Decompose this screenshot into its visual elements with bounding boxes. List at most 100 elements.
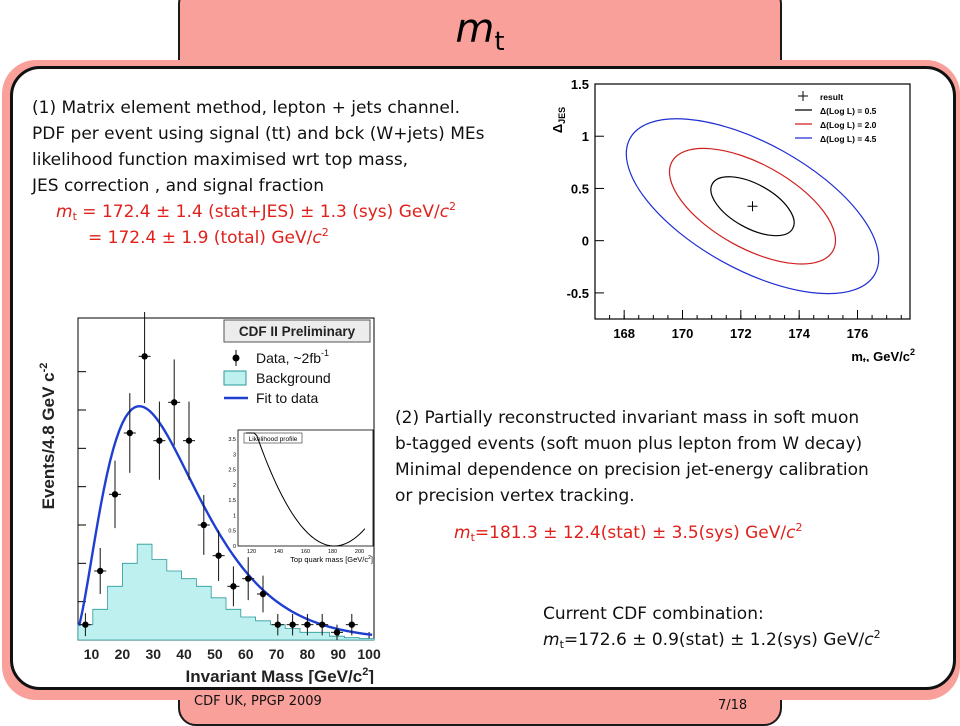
hist-xlabel-sup: 2 (362, 666, 368, 678)
hist-ylabel-sup: -2 (38, 363, 50, 373)
hist-data-point (171, 399, 178, 406)
contour-ylabel-delta: Δ (550, 124, 565, 133)
hist-xtick-label: 20 (115, 646, 131, 662)
hist-background (77, 543, 375, 641)
contour-result-marker (747, 201, 758, 212)
contour-xtick-label: 168 (613, 326, 635, 341)
inset-xlabel-end: ] (371, 555, 373, 564)
hist-xlabel-end: ] (368, 667, 374, 684)
combination-label: Current CDF combination: (543, 604, 764, 624)
contour-ylabel: ΔJES (550, 107, 567, 133)
hist-xtick-label: 80 (300, 646, 316, 662)
method2-line1: (2) Partially reconstructed invariant ma… (395, 408, 860, 428)
contour-xlabel-sub: t (863, 356, 866, 362)
hist-data-point (82, 621, 89, 628)
method2-line3: Minimal dependence on precision jet-ener… (395, 460, 869, 480)
inset-likelihood-curve (246, 432, 366, 547)
contour-ytick-label: 1 (582, 129, 589, 144)
hist-xlabel: Invariant Mass [GeV/c2] (186, 666, 374, 684)
hist-data-point (304, 621, 311, 628)
hist-data-point (141, 353, 148, 360)
method1-line3: likelihood function maximised wrt top ma… (32, 150, 409, 170)
inset-ytick-label: 2.5 (228, 468, 236, 474)
contour-ylabel-sub: JES (557, 107, 567, 124)
hist-legend-background: Background (256, 370, 331, 386)
footer-left: CDF UK, PPGP 2009 (194, 694, 322, 709)
inset-title-box (243, 432, 303, 444)
hist-xtick-label: 100 (357, 646, 381, 662)
contour-ellipse-20 (668, 147, 837, 265)
contour-xtick-label: 170 (672, 326, 694, 341)
inset-ytick-label: 1.5 (228, 498, 236, 504)
hist-data-point (185, 437, 193, 444)
hist-legend-data-text: Data, ~2fb (256, 350, 321, 366)
hist-data-point (319, 621, 326, 628)
contour-plot: 168 170 172 174 176 1.5 1 0.5 0 -0.5 mt, GeV/c2 ΔJE… (550, 77, 915, 362)
method1-line1: (1) Matrix element method, lepton + jets… (32, 98, 461, 118)
contour-xtick-label: 172 (730, 326, 752, 341)
contour-xlabel-unit: , GeV/c (866, 349, 910, 362)
inset-ytick-label: 2 (233, 483, 236, 489)
hist-data-point (348, 621, 355, 628)
contour-legend-entry-3: Δ(Log L) = 4.5 (820, 134, 877, 144)
method1-result1: mt = 172.4 ± 1.4 (stat+JES) ± 1.3 (sys) … (56, 200, 457, 223)
inset-xlabel-sup: 2 (368, 555, 371, 561)
footer-page-number: 7/18 (718, 698, 748, 713)
contour-ytick-label: -0.5 (567, 286, 589, 301)
hist-data-point (259, 590, 267, 598)
inset-title: Likelihood profile (249, 436, 298, 443)
method2-line2: b-tagged events (soft muon plus lepton f… (395, 434, 863, 454)
combination-result: mt=172.6 ± 0.9(stat) ± 1.2(sys) GeV/c2 (543, 628, 881, 651)
hist-data-point (215, 552, 222, 559)
hist-xtick-label: 50 (207, 646, 223, 662)
inset-xtick-label: 160 (301, 549, 310, 555)
hist-data-point (97, 567, 104, 575)
contour-xtick-label: 176 (847, 326, 869, 341)
hist-xtick-label: 70 (269, 646, 285, 662)
inset-xtick-label: 120 (247, 549, 256, 555)
hist-badge-text: CDF II Preliminary (239, 324, 356, 339)
inset-ytick-label: 3.5 (228, 437, 236, 443)
inset-xlabel: Top quark mass [GeV/c2] (290, 555, 373, 564)
inset-ytick-label: 0 (233, 544, 236, 550)
hist-ylabel-main: Events/4.8 GeV c (39, 372, 58, 509)
hist-legend-background-icon (223, 370, 247, 386)
hist-data-point (156, 437, 163, 444)
inset-xtick-label: 200 (355, 549, 364, 555)
hist-data-point (333, 629, 341, 636)
hist-xlabel-main: Invariant Mass [GeV/c (186, 667, 363, 684)
hist-xtick-label: 30 (145, 646, 161, 662)
inset-frame (237, 429, 374, 547)
inset-ytick-label: 0.5 (228, 529, 236, 535)
contour-ytick-label: 0.5 (571, 181, 589, 196)
inset-ytick-label: 3 (233, 452, 236, 458)
method1-line2: PDF per event using signal (tt) and bck … (32, 124, 485, 144)
contour-legend-entry-1: Δ(Log L) = 0.5 (820, 106, 877, 116)
hist-ylabel: Events/4.8 GeV c-2 (38, 363, 58, 510)
method1-result2: = 172.4 ± 1.9 (total) GeV/c2 (88, 226, 329, 248)
contour-legend-result-icon (798, 91, 808, 101)
hist-xtick-label: 40 (176, 646, 192, 662)
contour-xlabel-m: m (851, 349, 863, 362)
hist-badge-box (223, 319, 371, 343)
hist-data-point (289, 621, 296, 628)
hist-legend-data: Data, ~2fb-1 (256, 348, 329, 366)
hist-xtick-label: 60 (238, 646, 254, 662)
contour-legend-entry-2: Δ(Log L) = 2.0 (820, 120, 877, 130)
hist-legend-fit: Fit to data (256, 390, 318, 406)
method2-result: mt=181.3 ± 12.4(stat) ± 3.5(sys) GeV/c2 (454, 521, 803, 544)
hist-data-point (245, 575, 252, 582)
contour-ytick-label: 0 (582, 234, 589, 249)
contour-ellipse-45 (625, 118, 880, 295)
inset-ytick-label: 1 (233, 513, 236, 519)
contour-ellipse-05 (710, 176, 795, 237)
slide-title: mt (455, 6, 505, 57)
contour-xlabel-sup: 2 (910, 347, 915, 357)
method1-line4: JES correction , and signal fraction (32, 176, 324, 196)
hist-legend-data-sup: -1 (321, 348, 329, 358)
contour-xtick-label: 174 (788, 326, 810, 341)
hist-xtick-label: 90 (330, 646, 346, 662)
hist-data-point (274, 621, 281, 628)
hist-xtick-label: 10 (84, 646, 100, 662)
contour-ytick-label: 1.5 (571, 77, 589, 92)
